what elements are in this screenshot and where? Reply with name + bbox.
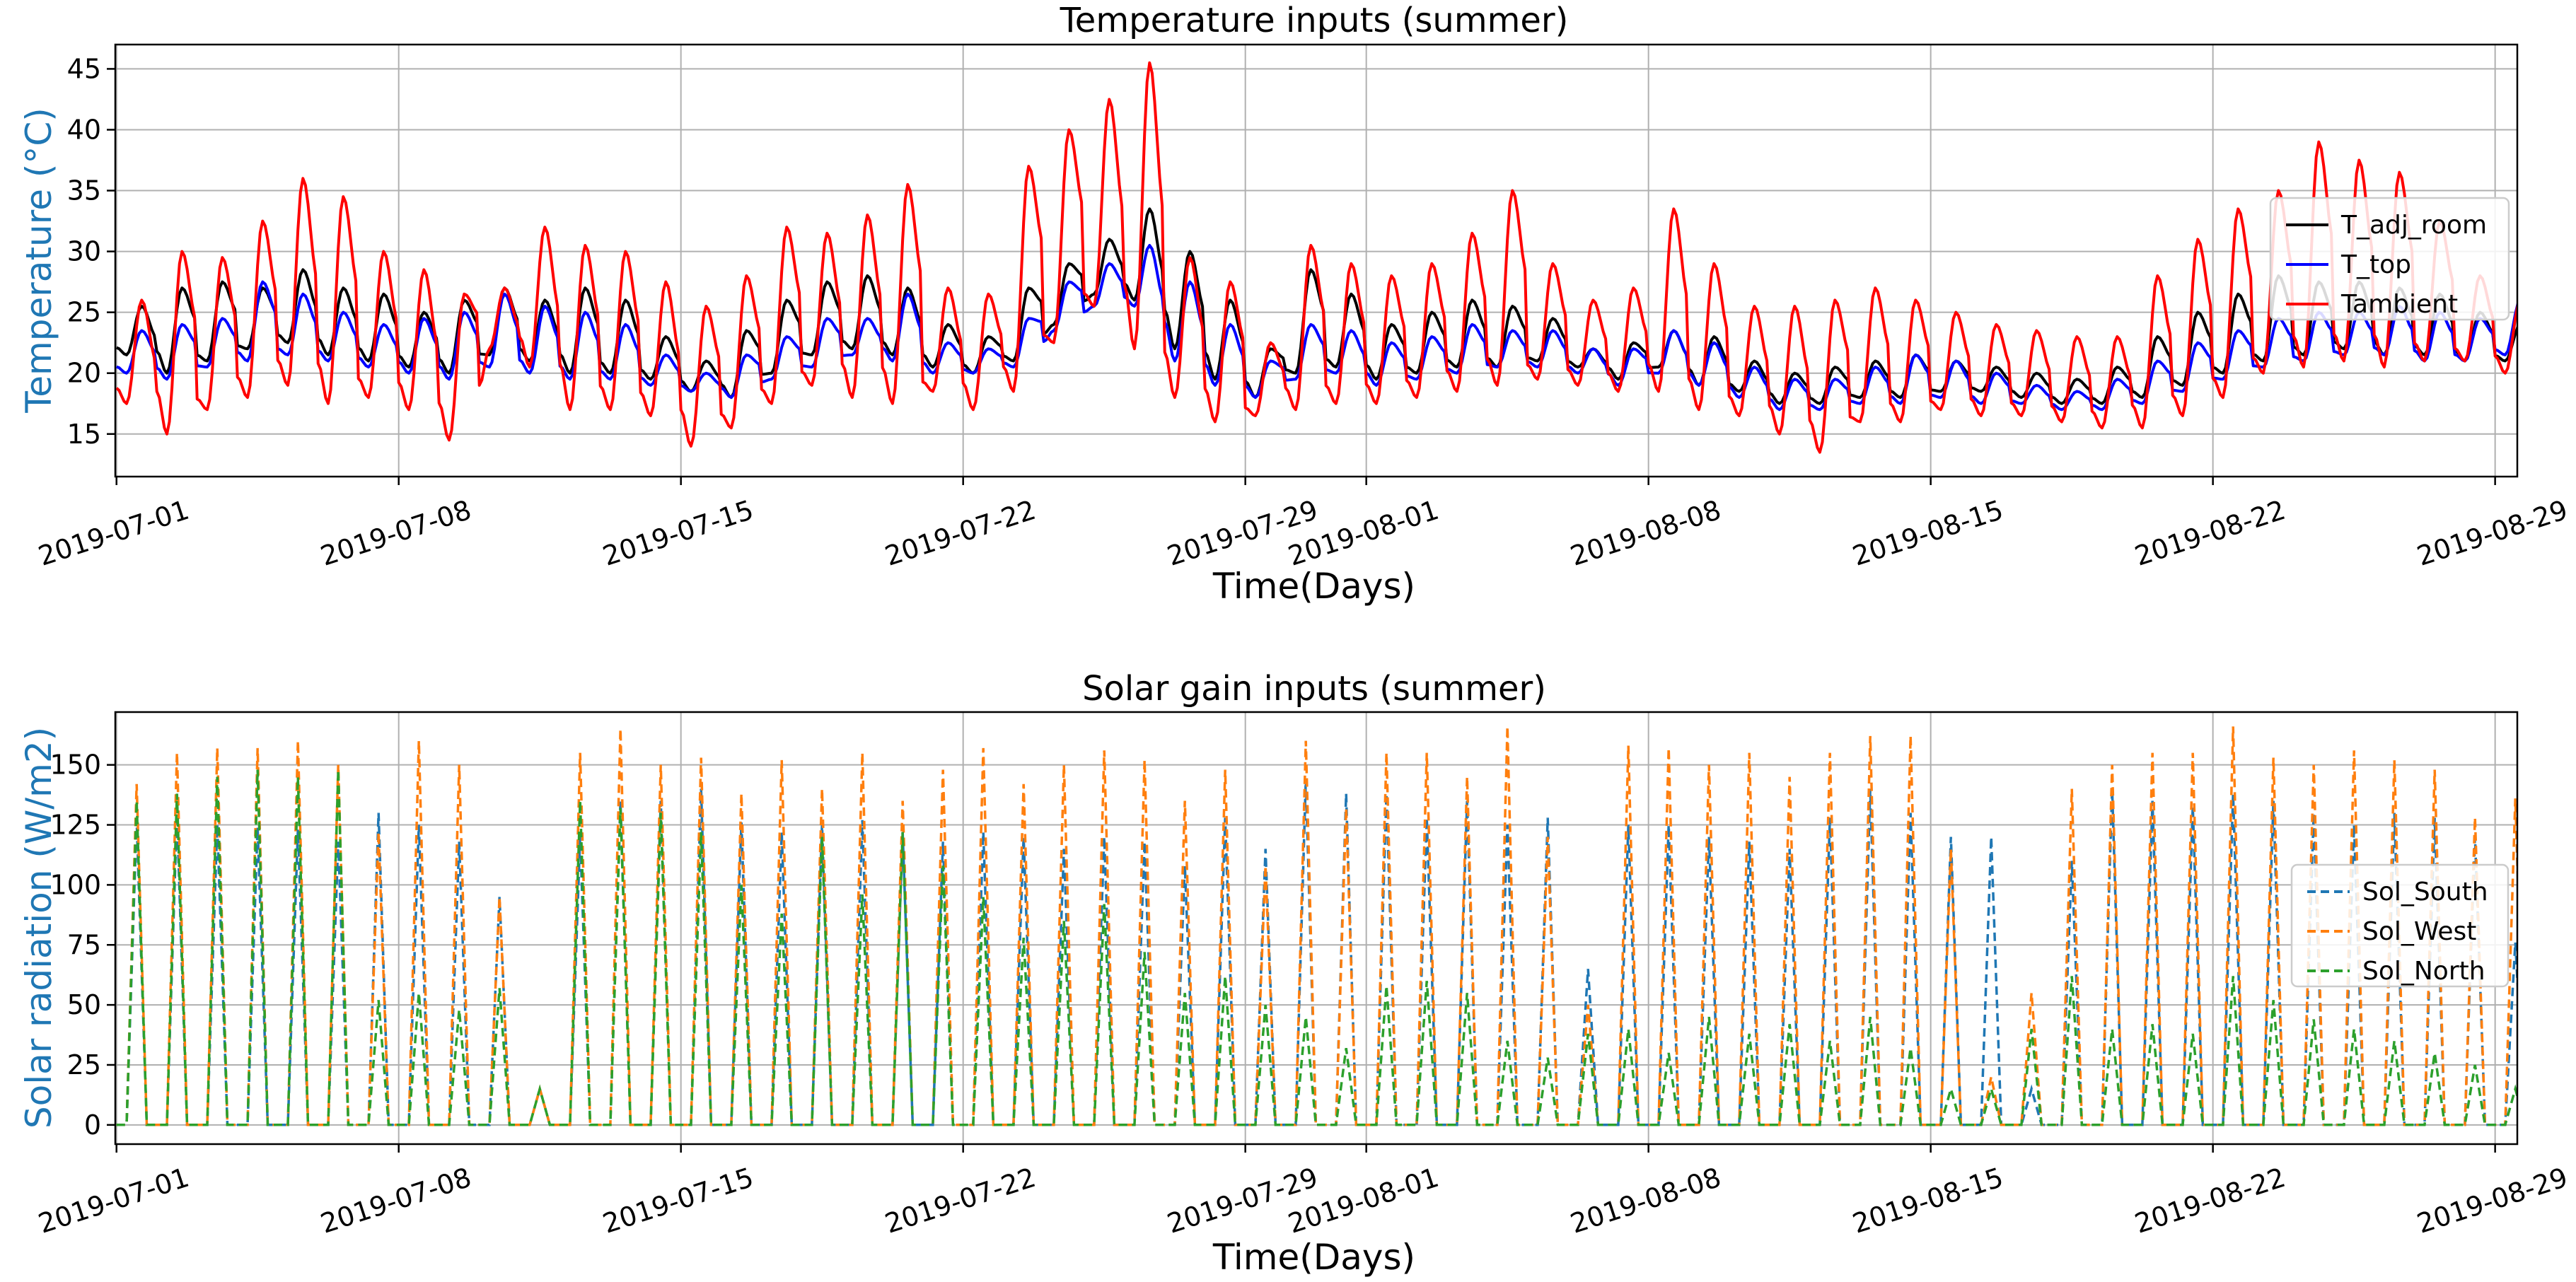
y-ticks: 15 20 25 30 35 40 45 xyxy=(67,53,115,450)
y-tick-label: 150 xyxy=(50,750,101,781)
series-layer xyxy=(116,726,2517,1126)
grid xyxy=(115,712,2517,1144)
legend-label: T_adj_room xyxy=(2340,211,2487,240)
series-clip xyxy=(116,726,2517,1126)
y-tick-label: 15 xyxy=(67,419,101,450)
legend: T_adj_room T_top Tambient xyxy=(2269,197,2510,321)
y-tick-label: 75 xyxy=(67,929,101,960)
y-tick-label: 100 xyxy=(50,869,101,900)
y-tick-label: 0 xyxy=(84,1109,101,1141)
x-axis-label: Time(Days) xyxy=(1212,1237,1415,1278)
chart-title: Solar gain inputs (summer) xyxy=(1082,669,1546,709)
y-tick-label: 35 xyxy=(67,175,101,206)
legend-box xyxy=(2269,197,2510,321)
chart-title: Temperature inputs (summer) xyxy=(1060,1,1569,40)
y-tick-label: 25 xyxy=(67,297,101,328)
legend-box xyxy=(2290,863,2510,988)
plot-frame xyxy=(114,43,2519,478)
y-tick-label: 45 xyxy=(67,53,101,84)
series-clip xyxy=(115,61,2517,454)
y-axis-label: Temperature (°C) xyxy=(18,107,59,414)
y-ticks: 0 25 50 75 100 125 150 xyxy=(50,750,115,1141)
series-line-Tambient xyxy=(115,61,2517,454)
y-tick-label: 25 xyxy=(67,1049,101,1080)
legend-label: T_top xyxy=(2340,250,2411,279)
legend-label: Sol_West xyxy=(2362,917,2476,946)
y-tick-label: 125 xyxy=(50,810,101,841)
series-layer xyxy=(115,61,2517,454)
plot-frame xyxy=(114,711,2519,1146)
legend-label: Sol_South xyxy=(2362,878,2488,907)
y-tick-label: 30 xyxy=(67,236,101,267)
y-tick-label: 40 xyxy=(67,114,101,145)
y-tick-label: 50 xyxy=(67,989,101,1020)
legend-label: Sol_North xyxy=(2362,957,2485,986)
legend: Sol_South Sol_West Sol_North xyxy=(2290,863,2510,988)
y-axis-label: Solar radiation (W/m2) xyxy=(18,727,59,1129)
x-axis-label: Time(Days) xyxy=(1212,566,1415,607)
series-line-Sol_West xyxy=(116,726,2517,1126)
legend-label: Tambient xyxy=(2340,290,2458,319)
y-tick-label: 20 xyxy=(67,358,101,389)
